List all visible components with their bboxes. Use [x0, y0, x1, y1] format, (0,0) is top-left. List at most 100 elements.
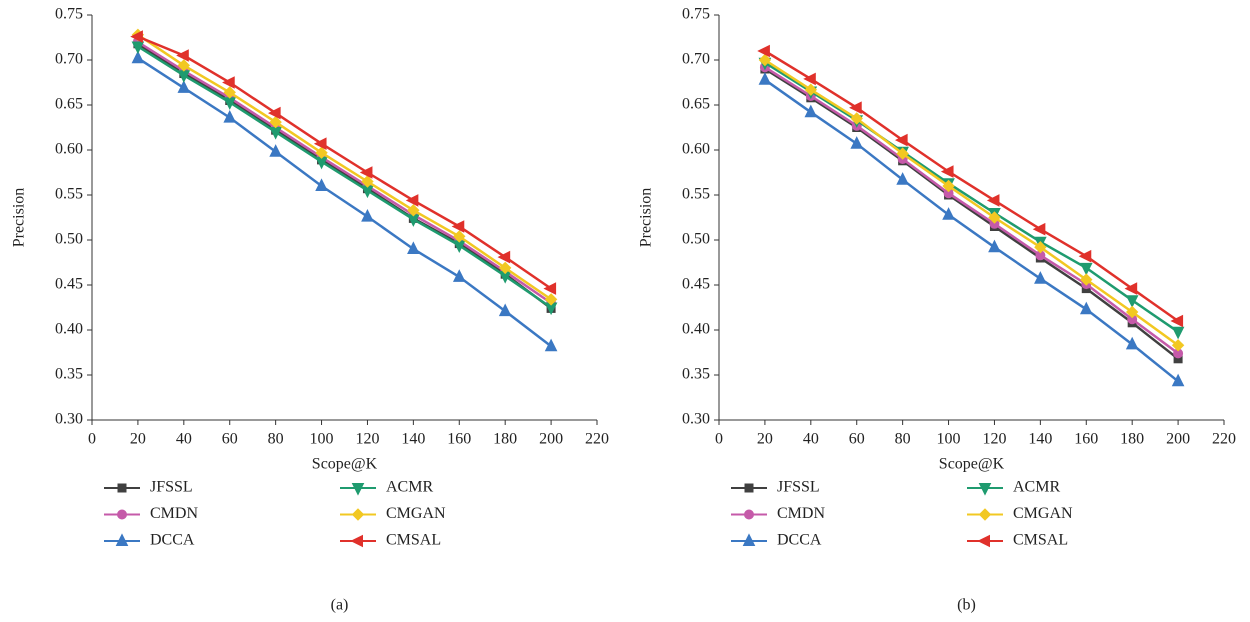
data-point [1125, 336, 1139, 350]
series-line [137, 40, 552, 305]
x-tick-label: 140 [1028, 431, 1052, 448]
y-tick-label: 0.30 [55, 411, 83, 428]
data-point [895, 133, 908, 147]
data-point [313, 137, 327, 151]
x-tick-label: 200 [539, 431, 563, 448]
y-tick-label: 0.60 [682, 141, 710, 158]
data-point [222, 76, 235, 89]
data-point [1078, 249, 1092, 263]
legend-marker [351, 483, 365, 496]
legend-marker [115, 533, 129, 546]
y-tick-label: 0.65 [682, 96, 710, 113]
data-point [1080, 273, 1093, 286]
data-point [223, 109, 237, 123]
x-tick-label: 100 [937, 431, 961, 448]
data-point [131, 41, 145, 55]
data-point [758, 72, 772, 85]
series-line [137, 35, 552, 290]
data-point [758, 53, 772, 67]
x-tick-label: 200 [1166, 431, 1190, 448]
series-line [764, 78, 1179, 383]
data-point [804, 104, 818, 118]
series-line [764, 66, 1179, 355]
x-tick-label: 180 [493, 431, 517, 448]
x-tick-label: 120 [982, 431, 1006, 448]
y-axis-label: Precision [11, 188, 28, 248]
x-tick-label: 100 [310, 431, 334, 448]
y-tick-label: 0.75 [55, 6, 83, 23]
x-tick-label: 80 [895, 431, 911, 448]
data-point [130, 30, 143, 43]
data-point [988, 211, 1001, 224]
data-point [359, 166, 373, 179]
legend-label: CMSAL [1013, 532, 1068, 549]
y-tick-label: 0.50 [55, 231, 83, 248]
data-point [896, 172, 909, 185]
data-point [315, 146, 328, 159]
data-point [407, 241, 420, 254]
legend-marker [117, 483, 127, 493]
legend-marker [744, 509, 754, 520]
legend-label: JFSSL [777, 479, 820, 496]
legend-marker [742, 533, 756, 546]
series-line [764, 61, 1179, 333]
data-point [452, 269, 466, 282]
x-tick-label: 160 [447, 431, 471, 448]
x-axis-label: Scope@K [312, 456, 378, 473]
data-point [1125, 295, 1139, 308]
legend-label: CMSAL [386, 532, 441, 549]
y-tick-label: 0.35 [682, 366, 710, 383]
x-tick-label: 60 [849, 431, 865, 448]
x-tick-label: 220 [1212, 431, 1236, 448]
legend-label: CMGAN [386, 505, 446, 522]
x-tick-label: 20 [757, 431, 773, 448]
y-tick-label: 0.40 [55, 321, 83, 338]
data-point [1170, 314, 1184, 328]
data-point [177, 80, 191, 93]
series-line [764, 67, 1179, 360]
data-point [804, 83, 818, 96]
legend-marker [744, 483, 754, 493]
x-tick-label: 220 [585, 431, 609, 448]
data-point [942, 179, 955, 193]
data-point [177, 59, 191, 72]
x-tick-label: 180 [1120, 431, 1144, 448]
x-tick-label: 60 [222, 431, 238, 448]
data-point [544, 293, 558, 306]
data-point [942, 207, 955, 220]
series-line [764, 49, 1179, 323]
data-point [850, 112, 863, 125]
data-point [361, 208, 374, 222]
y-tick-label: 0.60 [55, 141, 83, 158]
data-point [1171, 326, 1185, 340]
x-axis-label: Scope@K [939, 456, 1005, 473]
y-tick-label: 0.50 [682, 231, 710, 248]
data-point [896, 147, 909, 160]
legend-marker [977, 534, 990, 548]
y-tick-label: 0.45 [682, 276, 710, 293]
series-line [137, 42, 552, 310]
legend-label: CMDN [150, 505, 198, 522]
legend-label: CMGAN [1013, 505, 1073, 522]
y-tick-label: 0.55 [55, 186, 83, 203]
data-point [1171, 373, 1185, 387]
legend-label: JFSSL [150, 479, 193, 496]
data-point [269, 115, 282, 129]
legend-marker [350, 534, 363, 548]
data-point [1079, 262, 1093, 276]
x-tick-label: 0 [715, 431, 723, 448]
series-line [137, 45, 552, 309]
data-point [268, 106, 281, 120]
data-point [940, 165, 954, 178]
y-tick-label: 0.40 [682, 321, 710, 338]
data-point [986, 194, 1000, 207]
data-point [544, 338, 558, 352]
x-tick-label: 20 [130, 431, 146, 448]
data-point [1034, 240, 1047, 254]
data-point [543, 282, 557, 295]
data-point [1124, 282, 1138, 295]
data-point [1125, 305, 1139, 319]
y-tick-label: 0.70 [55, 51, 83, 68]
data-point [757, 44, 770, 58]
y-tick-label: 0.65 [55, 96, 83, 113]
